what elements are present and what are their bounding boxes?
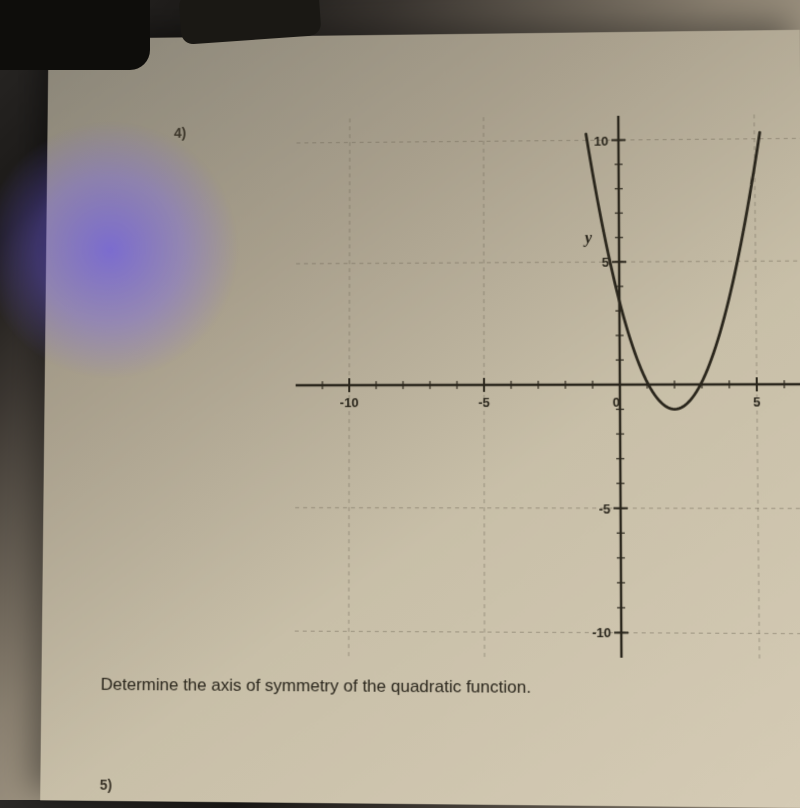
svg-text:y: y: [583, 229, 593, 246]
quadratic-graph: -10-505-10-5510xy: [295, 114, 800, 659]
svg-text:10: 10: [594, 133, 609, 148]
worksheet-paper: 4) -10-505-10-5510xy Determine the axis …: [40, 30, 800, 808]
next-problem-number: 5): [100, 777, 112, 793]
svg-text:-10: -10: [340, 395, 359, 410]
svg-text:0: 0: [613, 395, 620, 410]
problem-number: 4): [174, 125, 186, 141]
svg-text:-5: -5: [599, 501, 611, 516]
svg-text:-10: -10: [592, 625, 611, 641]
svg-text:5: 5: [753, 394, 761, 409]
question-text: Determine the axis of symmetry of the qu…: [101, 675, 532, 698]
svg-text:-5: -5: [478, 395, 490, 410]
game-controller: [0, 0, 150, 70]
